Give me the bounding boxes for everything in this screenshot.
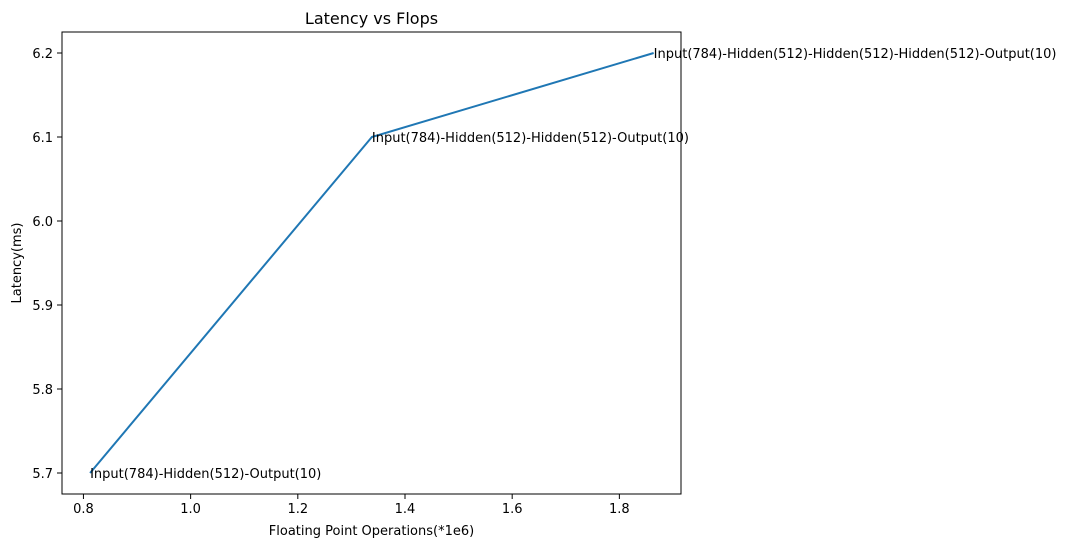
series-line (89, 52, 654, 474)
series-layer (89, 52, 654, 474)
y-tick-label: 6.1 (32, 131, 53, 146)
x-tick-label: 1.8 (609, 502, 630, 517)
x-tick-label: 0.8 (73, 502, 94, 517)
plot-area (61, 31, 682, 495)
y-tick-label: 5.9 (32, 299, 53, 314)
point-annotation: Input(784)-Hidden(512)-Hidden(512)-Hidde… (654, 47, 1057, 62)
plot-frame (61, 31, 682, 495)
x-axis: 0.8 1.0 1.2 1.4 1.6 1.8 (73, 494, 630, 517)
y-tick-label: 5.8 (32, 383, 53, 398)
point-annotation: Input(784)-Hidden(512)-Output(10) (90, 467, 321, 482)
annotation-layer: Input(784)-Hidden(512)-Output(10) Input(7… (90, 47, 1056, 482)
x-tick-label: 1.6 (502, 502, 523, 517)
x-tick-label: 1.0 (180, 502, 201, 517)
x-axis-title: Floating Point Operations(*1e6) (269, 524, 474, 539)
y-tick-label: 6.0 (32, 215, 53, 230)
y-tick-label: 6.2 (32, 47, 53, 62)
x-tick-label: 1.4 (395, 502, 416, 517)
y-axis: 5.7 5.8 5.9 6.0 6.1 6.2 (32, 47, 62, 482)
y-tick-label: 5.7 (32, 467, 53, 482)
x-tick-label: 1.2 (287, 502, 308, 517)
y-axis-title: Latency(ms) (10, 223, 25, 304)
point-annotation: Input(784)-Hidden(512)-Hidden(512)-Outpu… (372, 131, 689, 146)
chart-title: Latency vs Flops (305, 9, 438, 28)
